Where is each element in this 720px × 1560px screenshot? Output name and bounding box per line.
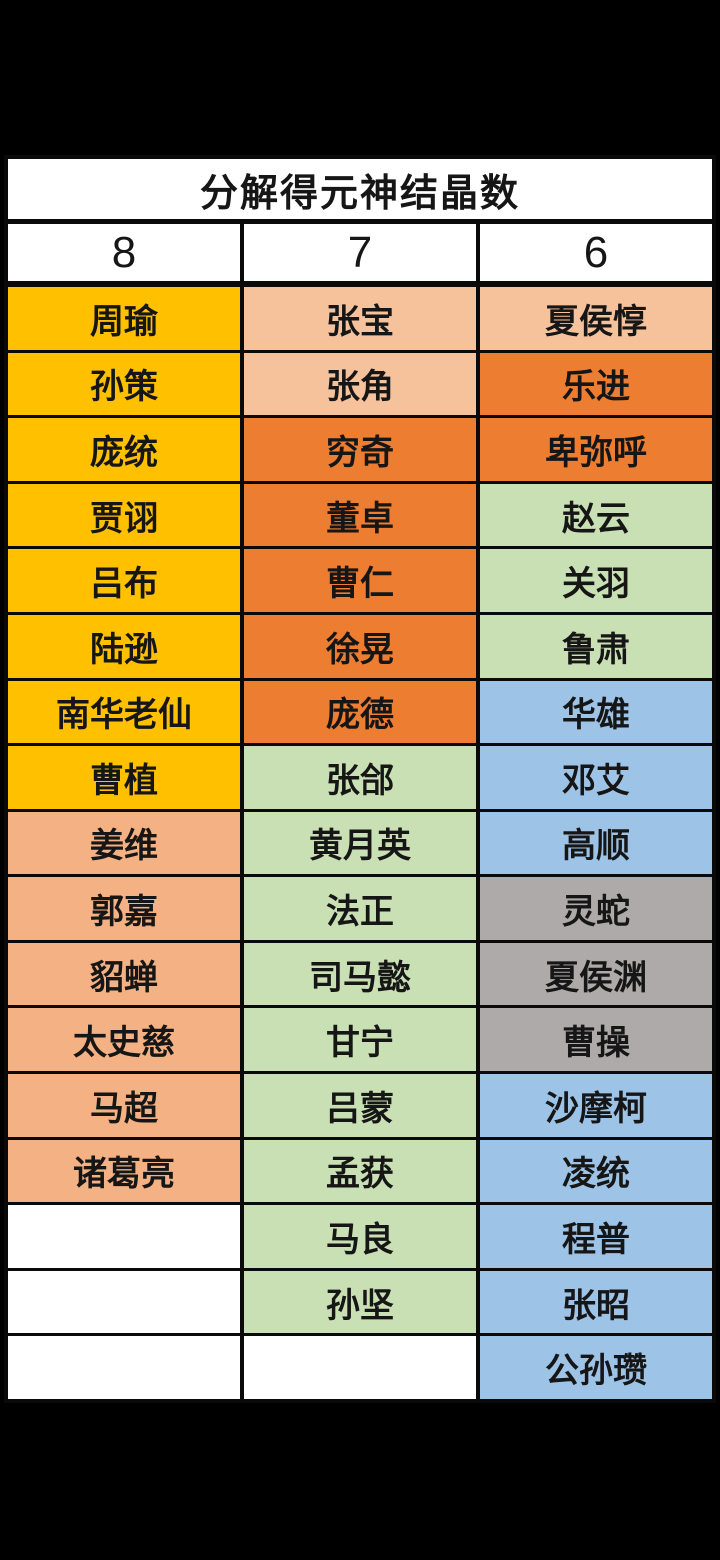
table-cell: 卑弥呼 [480,418,712,481]
table-cell: 法正 [244,877,476,940]
table-cell: 吕布 [8,549,240,612]
table-cell: 姜维 [8,811,240,875]
table-cell: 鲁肃 [480,614,712,678]
table-cell: 关羽 [480,549,712,612]
table-cell: 程普 [480,1205,712,1268]
table-cell: 周瑜 [8,287,240,350]
table-cell: 庞统 [8,418,240,481]
table-cell: 张郃 [244,746,476,809]
table-cell: 灵蛇 [480,877,712,940]
table-cell: 庞德 [244,680,476,744]
table-title: 分解得元神结晶数 [8,159,712,221]
table-cell: 张昭 [480,1270,712,1334]
table-cell: 曹植 [8,746,240,809]
table-cell: 张宝 [244,287,476,350]
table-cell: 邓艾 [480,746,712,809]
table-cell: 陆逊 [8,614,240,678]
table-cell: 乐进 [480,352,712,416]
empty-cell [244,1336,476,1399]
table-cell: 沙摩柯 [480,1074,712,1137]
table-cell: 孟获 [244,1139,476,1203]
table-cell: 甘宁 [244,1008,476,1072]
table-cell: 马超 [8,1074,240,1137]
table-cell: 诸葛亮 [8,1139,240,1203]
table-cell: 吕蒙 [244,1074,476,1137]
column-header-6: 6 [480,224,712,284]
crystal-table: 分解得元神结晶数 8 7 6 周瑜 张宝 夏侯惇孙策 张角 乐进庞统 穷奇 卑弥呼贾诩 董卓 赵云吕布… [4,155,716,1403]
table-cell: 貂蝉 [8,942,240,1006]
table-cell: 徐晃 [244,614,476,678]
table-cell: 夏侯惇 [480,287,712,350]
table-cell: 董卓 [244,483,476,547]
table-cell: 孙坚 [244,1270,476,1334]
table-cell: 张角 [244,352,476,416]
table-cell: 马良 [244,1205,476,1268]
column-header-8: 8 [8,224,240,284]
table-cell: 孙策 [8,352,240,416]
table-cell: 华雄 [480,680,712,744]
empty-cell [8,1205,240,1268]
column-header-7: 7 [244,224,476,284]
table-cell: 贾诩 [8,483,240,547]
table-cell: 太史慈 [8,1008,240,1072]
android-nav-bar [0,1430,720,1560]
table-cell: 司马懿 [244,942,476,1006]
table-cell: 公孙瓒 [480,1336,712,1399]
empty-cell [8,1270,240,1334]
table-cell: 高顺 [480,811,712,875]
table-cell: 黄月英 [244,811,476,875]
empty-cell [8,1336,240,1399]
table-cell: 郭嘉 [8,877,240,940]
table-cell: 曹操 [480,1008,712,1072]
table-cell: 曹仁 [244,549,476,612]
table-cell: 凌统 [480,1139,712,1203]
table-cell: 夏侯渊 [480,942,712,1006]
table-cell: 穷奇 [244,418,476,481]
table-cell: 南华老仙 [8,680,240,744]
table-cell: 赵云 [480,483,712,547]
